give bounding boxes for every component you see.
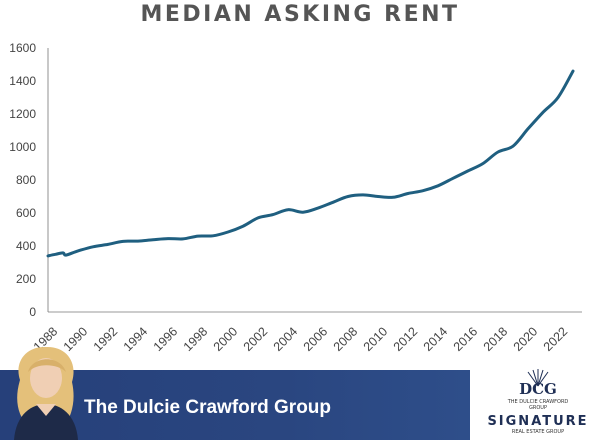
x-tick-label: 2008 xyxy=(331,324,361,354)
series-line-median-rent xyxy=(46,69,575,258)
y-tick-label: 1200 xyxy=(9,107,36,121)
logo-line1: THE DULCIE CRAWFORD xyxy=(507,399,569,405)
y-tick-label: 1600 xyxy=(9,41,36,55)
logo-monogram: DCG xyxy=(519,380,557,398)
x-tick-label: 2022 xyxy=(541,324,571,354)
y-tick-label: 0 xyxy=(29,305,36,319)
y-tick-label: 1000 xyxy=(9,140,36,154)
y-tick-label: 800 xyxy=(16,173,36,187)
logo-tagline: REAL ESTATE GROUP xyxy=(512,429,564,435)
x-tick-label: 2010 xyxy=(361,324,391,354)
x-tick-label: 2004 xyxy=(271,324,301,354)
logo-fan-icon xyxy=(527,369,549,387)
logo-line2: GROUP xyxy=(529,405,547,411)
agent-photo xyxy=(14,346,78,440)
brand-banner xyxy=(0,370,470,440)
chart-title: MEDIAN ASKING RENT xyxy=(140,2,460,27)
x-tick-label: 2012 xyxy=(391,324,421,354)
signature-logo: DCG THE DULCIE CRAWFORD GROUP SIGNATURE … xyxy=(487,369,588,435)
x-tick-label: 2006 xyxy=(301,324,331,354)
x-tick-labels: 1988 1990 1992 1994 1996 1998 2000 2002 2004 2006… xyxy=(31,324,571,354)
x-tick-label: 1992 xyxy=(91,324,121,354)
x-tick-label: 2002 xyxy=(241,324,271,354)
y-tick-label: 1400 xyxy=(9,74,36,88)
y-tick-label: 600 xyxy=(16,206,36,220)
x-tick-label: 1996 xyxy=(151,324,181,354)
x-tick-label: 1994 xyxy=(121,324,151,354)
x-tick-label: 2018 xyxy=(481,324,511,354)
y-tick-label: 400 xyxy=(16,239,36,253)
x-tick-label: 2014 xyxy=(421,324,451,354)
x-tick-label: 2016 xyxy=(451,324,481,354)
logo-brand: SIGNATURE xyxy=(487,414,588,429)
y-tick-labels: 0 200 400 600 800 1000 1200 1400 1600 xyxy=(9,41,36,319)
line-chart: 0 200 400 600 800 1000 1200 1400 1600 1988 1990 19… xyxy=(9,41,582,354)
x-tick-label: 2000 xyxy=(211,324,241,354)
y-tick-label: 200 xyxy=(16,272,36,286)
x-tick-label: 2020 xyxy=(511,324,541,354)
x-tick-label: 1998 xyxy=(181,324,211,354)
banner-title: The Dulcie Crawford Group xyxy=(84,397,332,418)
